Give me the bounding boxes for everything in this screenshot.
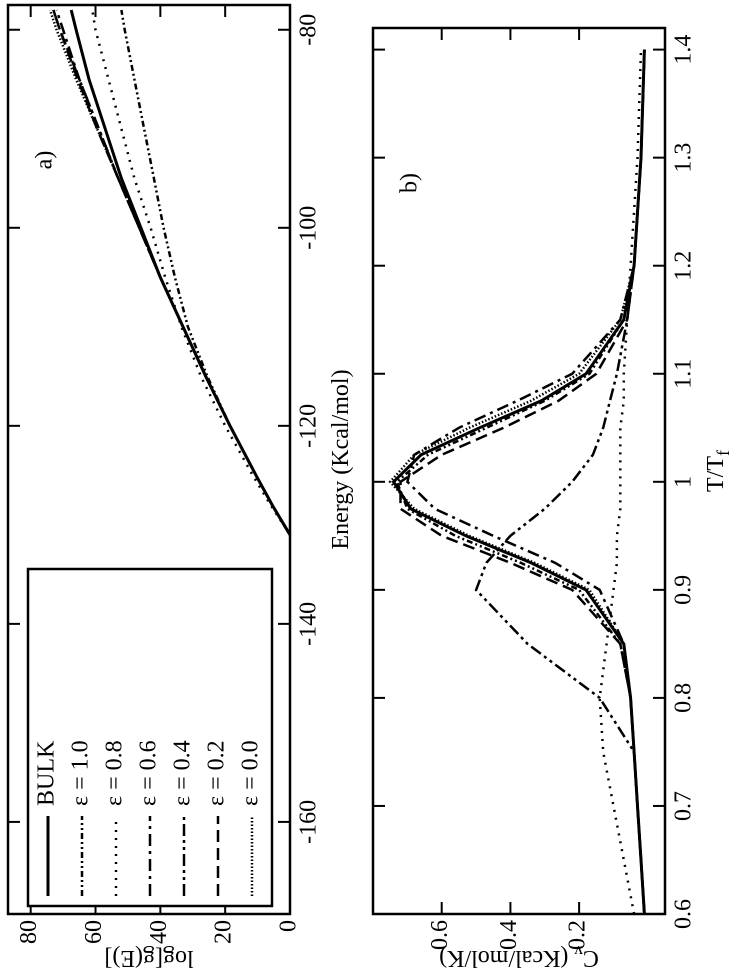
x-tick-label: 0.6 (671, 899, 697, 929)
series-line (391, 49, 646, 915)
x-axis-label: Energy (Kcal/mol) (328, 369, 354, 549)
series-line (48, 9, 292, 536)
x-tick-label: -80 (296, 14, 322, 46)
legend-label: ε = 0.4 (170, 740, 196, 806)
y-tick-label: 0 (276, 920, 302, 932)
y-axis-label: log[g(E)] (104, 945, 193, 969)
series-line (120, 9, 292, 536)
y-tick-label: 0.2 (565, 920, 591, 950)
series-line (91, 9, 292, 536)
series-line (474, 49, 646, 915)
x-tick-label: 1.3 (671, 143, 697, 173)
legend-label: ε = 0.8 (102, 740, 128, 806)
x-tick-label: 0.9 (671, 575, 697, 605)
legend-label: BULK (34, 740, 60, 806)
legend-label: ε = 0.6 (136, 740, 162, 806)
y-tick-label: 20 (211, 920, 237, 944)
x-axis-label-sub: f (713, 450, 733, 456)
series-line (52, 9, 292, 536)
plot-frame (371, 26, 667, 916)
x-tick-label: 1.1 (671, 359, 697, 389)
x-tick-label: 1 (671, 476, 697, 488)
x-tick-label: 0.8 (671, 683, 697, 713)
panel-annotation: a) (32, 151, 58, 170)
series-line (598, 49, 643, 915)
x-tick-label: 0.7 (671, 791, 697, 821)
legend-label: ε = 0.2 (204, 740, 230, 806)
legend-label: ε = 0.0 (238, 740, 264, 806)
y-tick-label: 0.4 (496, 920, 522, 950)
y-tick-label: 0.6 (427, 920, 453, 950)
plot-frame (6, 3, 292, 916)
x-tick-label: 1.4 (671, 35, 697, 65)
series-line (399, 49, 646, 915)
x-tick-label: 1.2 (671, 251, 697, 281)
y-axis-label-sub: v (574, 942, 583, 961)
y-tick-label: 80 (16, 920, 42, 944)
x-tick-label: -140 (296, 602, 322, 646)
y-axis-label-text: log[g(E)] (104, 945, 193, 969)
series-line (388, 49, 646, 915)
series-line (395, 49, 646, 915)
x-tick-label: -100 (296, 206, 322, 250)
legend-box (26, 567, 274, 908)
y-tick-label: 60 (81, 920, 107, 944)
x-axis-label-text: T/T (703, 456, 729, 492)
x-tick-label: -120 (296, 404, 322, 448)
series-line (52, 9, 292, 536)
series-line (406, 49, 646, 915)
x-tick-label: -160 (296, 800, 322, 844)
y-axis-label-rest: (Kcal/mol/K) (439, 945, 574, 969)
y-axis-label: Cv (Kcal/mol/K) (439, 942, 599, 969)
series-line (69, 9, 292, 536)
y-axis-label-text: C (583, 945, 599, 969)
x-axis-label-text: Energy (Kcal/mol) (328, 369, 354, 549)
y-tick-label: 40 (146, 920, 172, 944)
legend-label: ε = 1.0 (68, 740, 94, 806)
x-axis-label: T/Tf (703, 450, 734, 492)
panel-annotation: b) (397, 173, 423, 193)
